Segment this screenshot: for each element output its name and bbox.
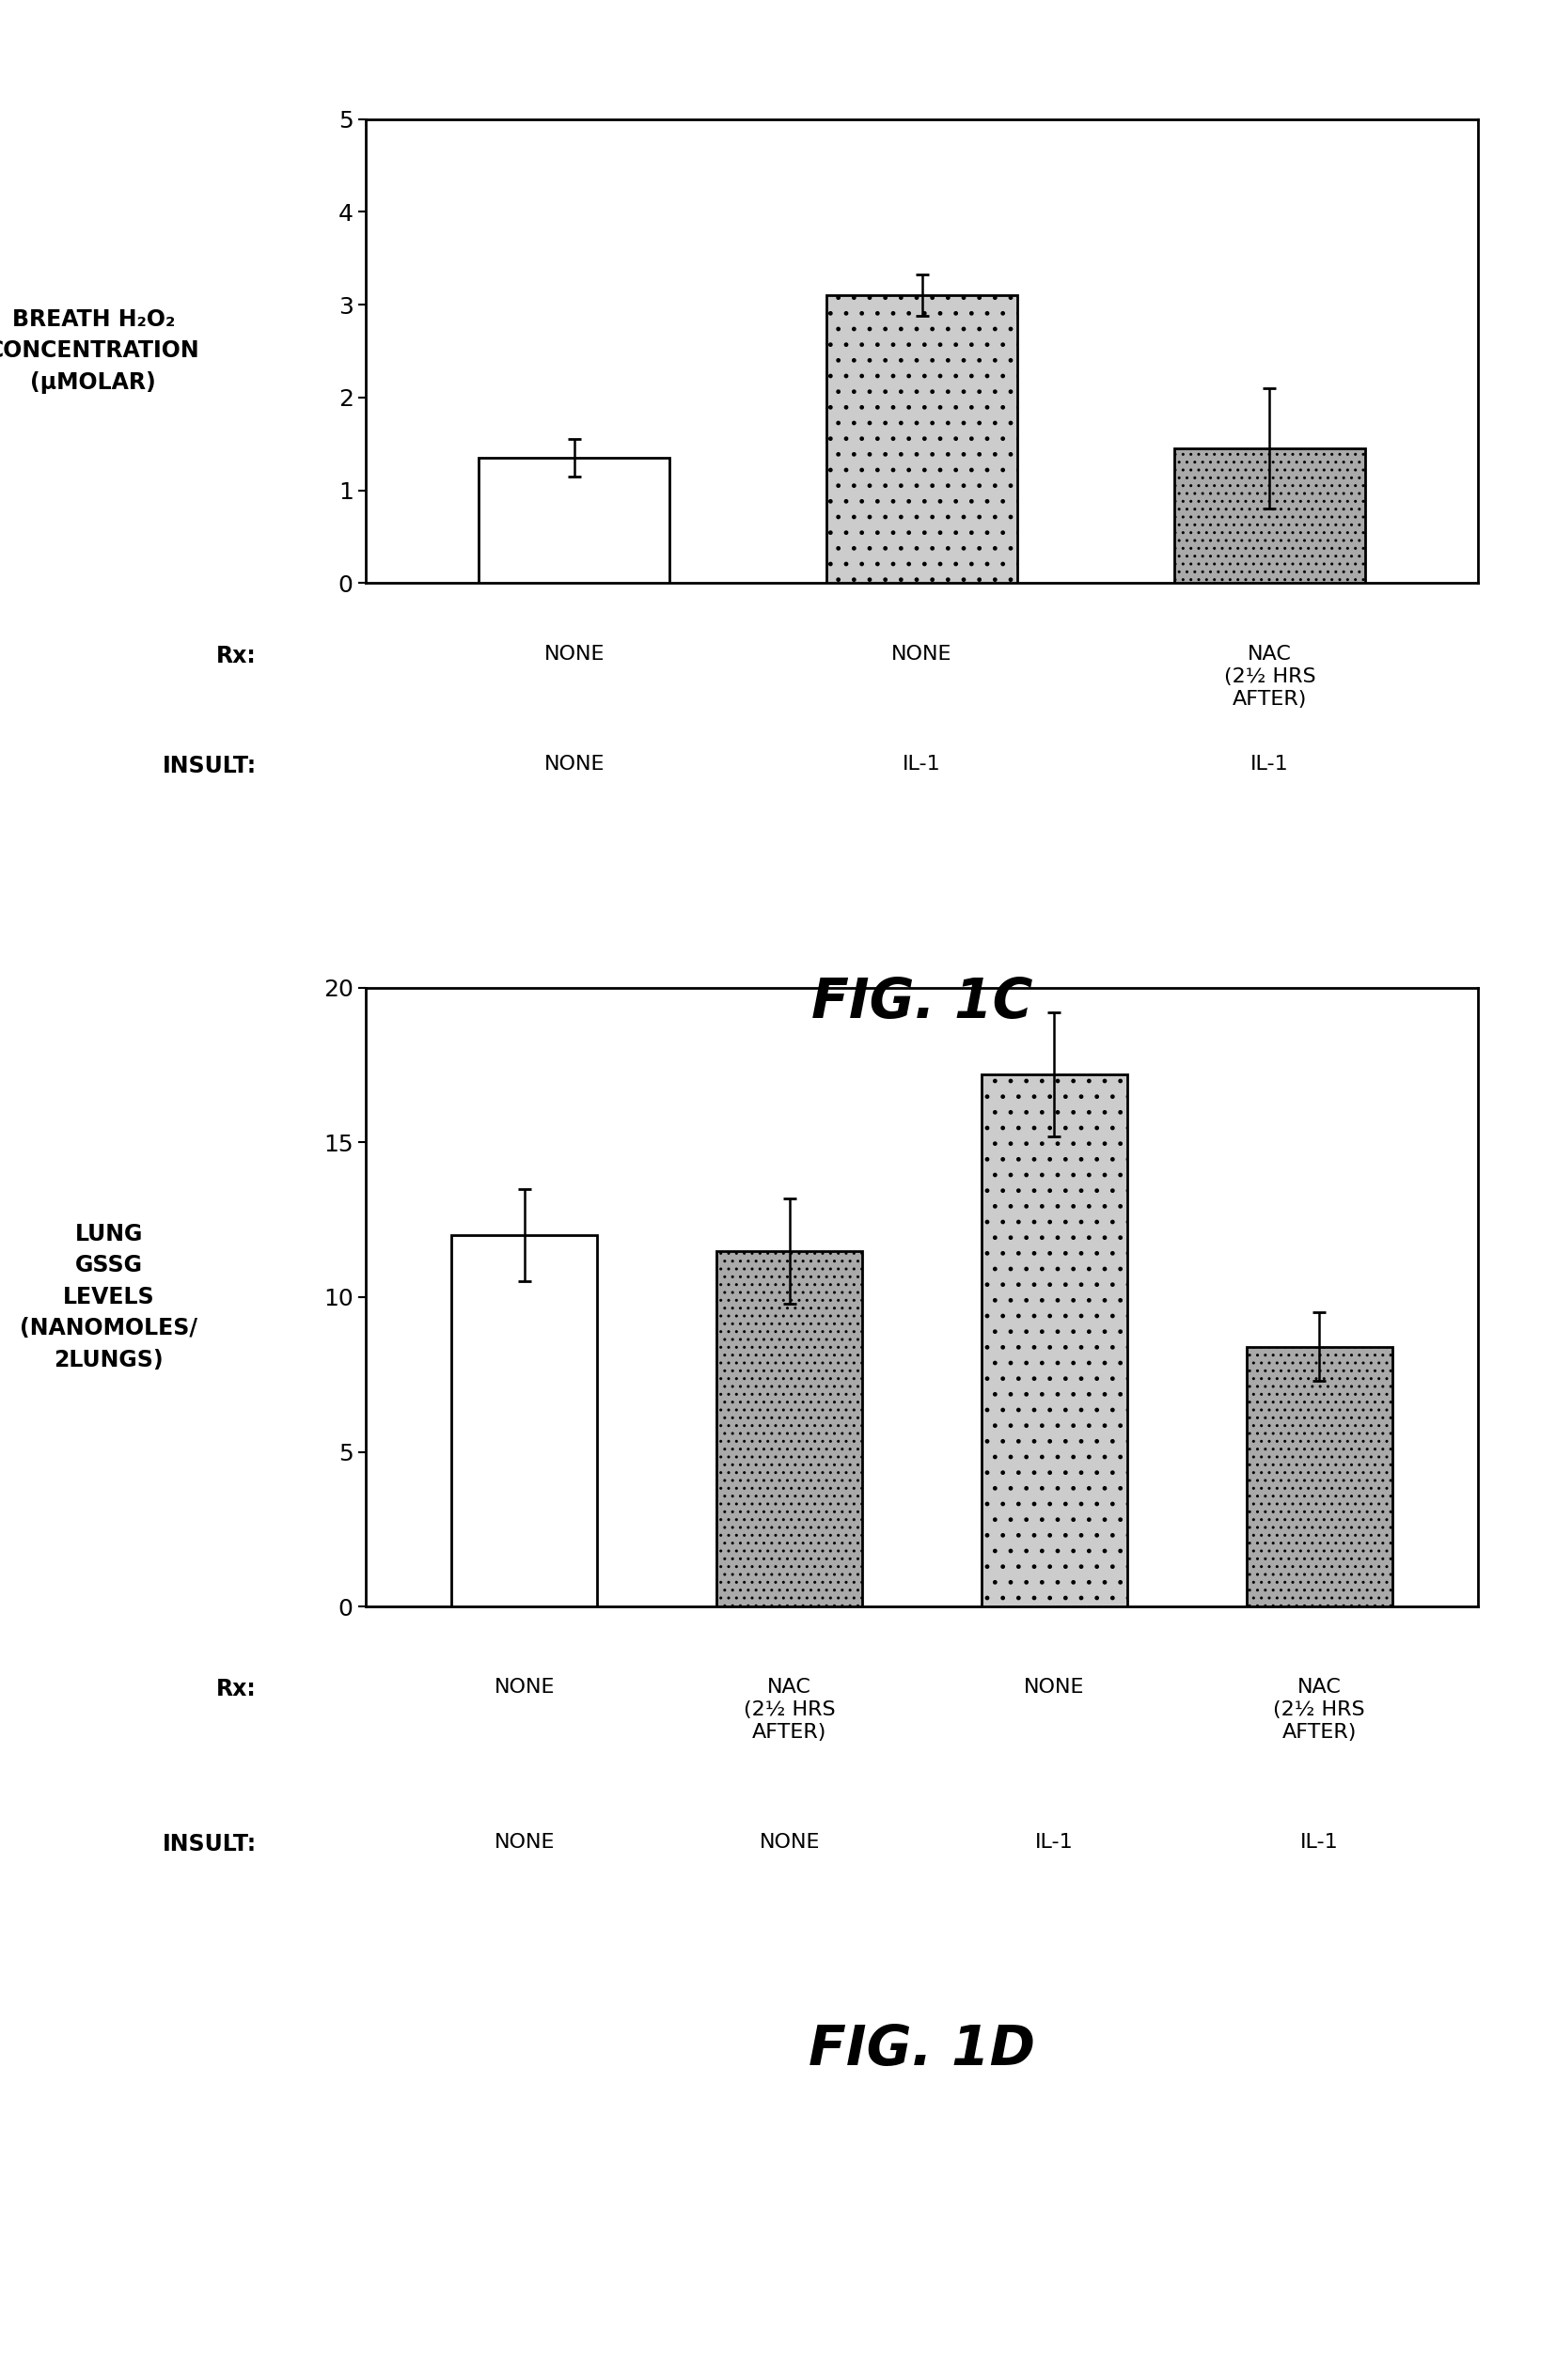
Text: IL-1: IL-1 xyxy=(902,754,941,774)
Text: FIG. 1C: FIG. 1C xyxy=(811,976,1033,1031)
Text: BREATH H₂O₂
CONCENTRATION
(μMOLAR): BREATH H₂O₂ CONCENTRATION (μMOLAR) xyxy=(0,309,199,393)
Bar xyxy=(1173,447,1365,583)
Bar xyxy=(1246,1347,1393,1606)
Text: NAC
(2½ HRS
AFTER): NAC (2½ HRS AFTER) xyxy=(1273,1678,1365,1742)
Text: NONE: NONE xyxy=(892,645,952,664)
Text: NONE: NONE xyxy=(1024,1678,1085,1697)
Text: NAC
(2½ HRS
AFTER): NAC (2½ HRS AFTER) xyxy=(1223,645,1315,709)
Bar xyxy=(982,1073,1127,1606)
Bar xyxy=(451,1235,598,1606)
Text: Rx:: Rx: xyxy=(216,645,257,666)
Text: Rx:: Rx: xyxy=(216,1678,257,1699)
Text: FIG. 1D: FIG. 1D xyxy=(809,2023,1035,2078)
Text: IL-1: IL-1 xyxy=(1035,1833,1074,1852)
Text: INSULT:: INSULT: xyxy=(163,1833,257,1854)
Text: NAC
(2½ HRS
AFTER): NAC (2½ HRS AFTER) xyxy=(744,1678,836,1742)
Text: NONE: NONE xyxy=(545,645,605,664)
Text: IL-1: IL-1 xyxy=(1251,754,1288,774)
Text: INSULT:: INSULT: xyxy=(163,754,257,776)
Bar xyxy=(826,295,1018,583)
Text: NONE: NONE xyxy=(495,1678,555,1697)
Bar xyxy=(717,1252,862,1606)
Text: IL-1: IL-1 xyxy=(1301,1833,1338,1852)
Text: NONE: NONE xyxy=(759,1833,820,1852)
Bar xyxy=(479,457,671,583)
Text: NONE: NONE xyxy=(545,754,605,774)
Text: LUNG
GSSG
LEVELS
(NANOMOLES/
2LUNGS): LUNG GSSG LEVELS (NANOMOLES/ 2LUNGS) xyxy=(20,1223,198,1371)
Text: NONE: NONE xyxy=(495,1833,555,1852)
